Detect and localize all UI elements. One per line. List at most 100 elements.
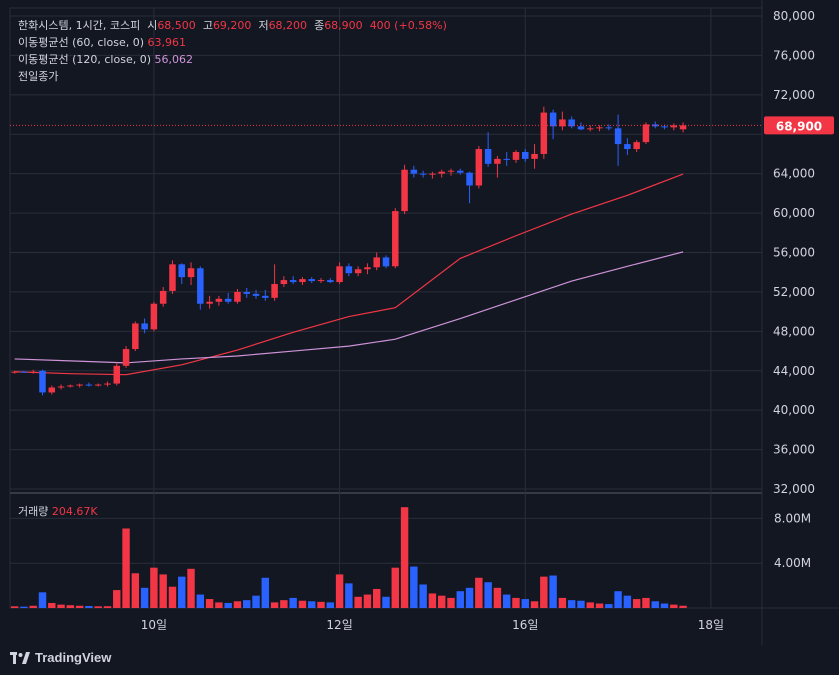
ma120-label: 이동평균선 (120, close, 0) bbox=[18, 53, 151, 66]
last-price-tag-label: 68,900 bbox=[776, 119, 822, 133]
volume-bar bbox=[233, 601, 242, 608]
candle-body bbox=[568, 119, 575, 127]
candle-body bbox=[586, 128, 594, 130]
low-label: 저 bbox=[258, 19, 269, 32]
candle-body bbox=[549, 112, 557, 127]
close-value: 68,900 bbox=[324, 19, 363, 32]
candle-body bbox=[419, 173, 427, 175]
volume-bar bbox=[205, 599, 214, 608]
candle-body bbox=[559, 119, 566, 127]
candle-body bbox=[345, 266, 353, 274]
price-tick-label: 64,000 bbox=[773, 167, 815, 181]
volume-bar bbox=[670, 604, 678, 608]
volume-bar bbox=[113, 590, 121, 608]
volume-label: 거래량 bbox=[18, 505, 49, 518]
volume-tick-label: 4.00M bbox=[774, 556, 811, 570]
price-tick-label: 72,000 bbox=[773, 88, 815, 102]
candle-body bbox=[317, 280, 325, 282]
volume-bar bbox=[326, 602, 335, 608]
volume-value: 204.67K bbox=[51, 505, 98, 518]
volume-bar bbox=[456, 591, 464, 608]
ma60-label: 이동평균선 (60, close, 0) bbox=[18, 36, 144, 49]
tradingview-logo-icon bbox=[10, 651, 30, 664]
candle-body bbox=[624, 144, 631, 150]
volume-legend[interactable]: 거래량 204.67K bbox=[18, 503, 98, 519]
volume-bar bbox=[475, 577, 483, 608]
volume-bar bbox=[447, 597, 455, 608]
candle-body bbox=[308, 279, 315, 282]
volume-bar bbox=[382, 596, 390, 608]
volume-bar bbox=[484, 582, 492, 608]
volume-bar bbox=[577, 600, 585, 608]
volume-bar bbox=[512, 597, 520, 608]
last-price-tag bbox=[764, 116, 834, 135]
volume-bar bbox=[10, 606, 19, 608]
volume-bar bbox=[586, 602, 594, 608]
candle-body bbox=[503, 158, 510, 160]
low-value: 68,200 bbox=[268, 19, 308, 32]
volume-bar bbox=[94, 606, 102, 608]
volume-bar bbox=[373, 588, 381, 608]
volume-bar bbox=[530, 601, 539, 608]
volume-bar bbox=[38, 592, 47, 608]
time-tick-label: 18일 bbox=[698, 618, 724, 632]
price-tick-label: 48,000 bbox=[773, 324, 815, 338]
candle-body bbox=[336, 266, 343, 283]
volume-bar bbox=[224, 602, 232, 608]
volume-bar bbox=[150, 567, 158, 608]
candle-body bbox=[299, 279, 306, 283]
price-tick-label: 76,000 bbox=[773, 48, 815, 62]
candle-body bbox=[466, 172, 473, 186]
volume-bar bbox=[48, 602, 56, 608]
price-chart[interactable]: 32,000 36,000 40,000 44,000 48,000 52,000 56,0… bbox=[0, 0, 839, 645]
candle-body bbox=[20, 371, 28, 373]
volume-bar bbox=[131, 573, 140, 608]
volume-bar bbox=[270, 602, 279, 608]
volume-bar bbox=[178, 576, 186, 608]
candle-body bbox=[39, 370, 46, 393]
open-value: 68,500 bbox=[157, 19, 196, 32]
time-tick-label: 12일 bbox=[326, 618, 352, 632]
price-tick-label: 60,000 bbox=[773, 206, 815, 220]
ma120-row[interactable]: 이동평균선 (120, close, 0) 56,062 bbox=[18, 51, 447, 68]
change-value: 400 (+0.58%) bbox=[369, 19, 447, 32]
volume-bar bbox=[75, 605, 84, 608]
price-tick-label: 44,000 bbox=[773, 364, 815, 378]
volume-bar bbox=[140, 587, 149, 608]
volume-bar bbox=[437, 595, 446, 608]
volume-bar bbox=[85, 605, 93, 608]
candle-body bbox=[178, 264, 186, 278]
volume-bar bbox=[363, 594, 372, 608]
volume-bar bbox=[502, 594, 511, 608]
candle-body bbox=[150, 303, 158, 330]
price-tick-label: 36,000 bbox=[773, 443, 815, 457]
volume-bar bbox=[29, 605, 37, 608]
volume-bar bbox=[289, 597, 297, 608]
volume-bar bbox=[623, 595, 632, 608]
candle-body bbox=[614, 128, 622, 145]
candle-body bbox=[262, 295, 269, 298]
candle-body bbox=[29, 371, 37, 373]
volume-bar bbox=[651, 601, 659, 608]
candle-body bbox=[215, 298, 223, 302]
candle-body bbox=[76, 384, 83, 386]
tradingview-brand[interactable]: TradingView bbox=[10, 650, 111, 665]
volume-bar bbox=[679, 605, 687, 608]
ma60-line bbox=[14, 173, 684, 376]
volume-bar bbox=[261, 577, 270, 608]
volume-bar bbox=[632, 599, 641, 608]
candle-body bbox=[679, 125, 687, 130]
candle-body bbox=[132, 323, 139, 350]
volume-bar bbox=[280, 600, 288, 608]
ma60-row[interactable]: 이동평균선 (60, close, 0) 63,961 bbox=[18, 34, 447, 51]
volume-bar bbox=[354, 596, 362, 608]
volume-bar bbox=[595, 603, 604, 608]
candle-body bbox=[67, 385, 74, 387]
candle-body bbox=[11, 371, 18, 373]
volume-bar bbox=[252, 595, 260, 608]
volume-bar bbox=[57, 604, 65, 608]
candle-body bbox=[540, 112, 548, 154]
prev-close-row[interactable]: 전일종가 bbox=[18, 68, 447, 85]
candle-body bbox=[661, 126, 668, 128]
volume-bar bbox=[66, 605, 75, 608]
